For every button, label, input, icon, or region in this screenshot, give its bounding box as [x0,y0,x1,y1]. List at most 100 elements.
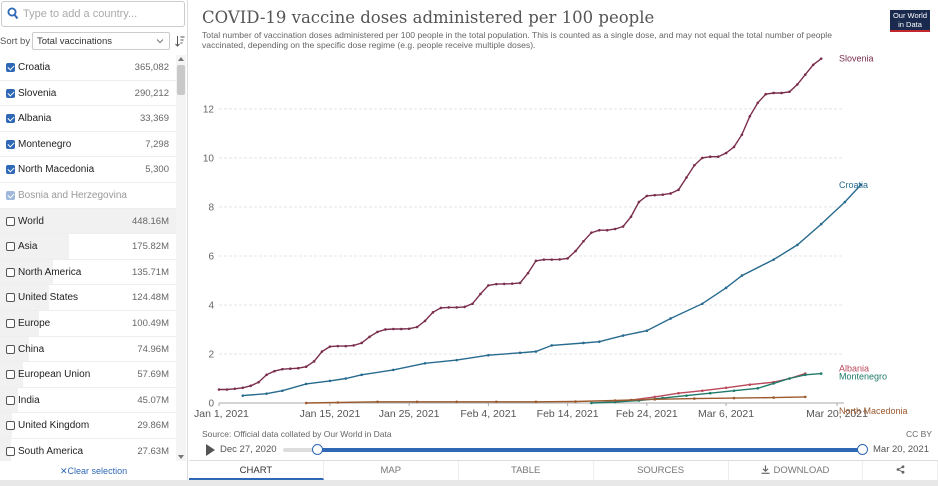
entity-row[interactable]: World 448.16M [0,208,176,235]
entity-name: South America [18,445,84,457]
entity-row[interactable]: Montenegro 7,298 [0,132,176,158]
sort-select[interactable]: Total vaccinations [32,32,170,50]
data-point [756,101,760,105]
tab-table[interactable]: TABLE [459,461,594,480]
data-point [629,215,633,219]
entity-name: European Union [18,369,91,381]
checkbox-south-america[interactable] [6,446,15,456]
data-point [344,377,348,380]
checkbox-bosnia-and-herzegovina[interactable] [6,190,15,200]
entity-row[interactable]: Europe 100.49M [0,310,176,337]
data-point [455,400,458,404]
checkbox-india[interactable] [6,395,15,405]
entity-row[interactable]: India 45.07M [0,387,176,414]
entity-value: 57.69M [137,369,169,381]
share-button[interactable] [863,461,938,480]
entity-row[interactable]: European Union 57.69M [0,362,176,388]
search-input[interactable]: Type to add a country... [1,1,185,27]
checkbox-croatia[interactable] [6,63,15,72]
entity-value: 27.63M [137,445,169,457]
series-line-montenegro [591,372,822,404]
entity-row[interactable]: South America 27.63M [0,438,176,461]
entity-row[interactable]: Croatia 365,082 [0,55,176,81]
data-point [376,400,379,404]
checkbox-european-union[interactable] [6,370,15,380]
line-chart: 0 2 4 6 8 10 12 Jan 1, 2021 Jan 15, 2021 Jan 25, … [194,54,908,420]
entity-row[interactable]: China 74.96M [0,336,176,363]
data-point [724,286,728,290]
entity-row[interactable]: North Macedonia 5,300 [0,157,176,183]
checkbox-united-states[interactable] [6,293,15,303]
data-point [273,369,276,373]
data-point [637,200,641,204]
checkbox-europe[interactable] [6,318,15,328]
data-point [677,188,680,192]
source-note[interactable]: Source: Official data collated by Our Wo… [202,429,392,439]
x-tick-label: Mar 6, 2021 [698,408,754,420]
tab-sources-label: SOURCES [637,465,685,476]
y-tick-label: 12 [203,104,215,115]
data-point [772,382,775,385]
entity-row[interactable]: United States 124.48M [0,285,176,311]
entity-value-bar [0,413,12,438]
checkbox-slovenia[interactable] [6,88,15,98]
license-link[interactable]: CC BY [906,429,932,439]
data-point [304,401,308,405]
entity-row[interactable]: Bosnia and Herzegovina [0,183,176,209]
entity-row[interactable]: Asia 175.82M [0,234,176,260]
data-point [574,400,577,403]
data-point [732,145,736,149]
data-point [526,271,530,275]
entity-row[interactable]: Albania 33,369 [0,106,176,132]
entity-name: United States [18,292,79,304]
data-point [296,366,300,370]
checkbox-north-macedonia[interactable] [6,165,15,175]
x-tick-label: Feb 24, 2021 [616,408,678,420]
tab-map[interactable]: MAP [324,461,459,480]
logo-line-1: Our World [892,11,928,20]
checkbox-united-kingdom[interactable] [6,421,15,431]
checkbox-montenegro[interactable] [6,139,15,149]
clear-selection-button[interactable]: ✕Clear selection [60,466,127,477]
timeline-end-handle[interactable] [857,444,868,455]
tab-chart[interactable]: CHART [189,461,324,480]
search-placeholder: Type to add a country... [23,8,138,20]
scroll-thumb[interactable] [177,65,185,95]
data-point [645,329,649,333]
entity-row[interactable]: Slovenia 290,212 [0,81,176,107]
entity-row[interactable]: North America 135.71M [0,259,176,286]
x-tick-label: Mar 20, 2021 [806,408,868,420]
series-line-north-macedonia [306,396,806,404]
data-point [693,397,696,400]
scroll-down-icon[interactable] [178,455,184,459]
scroll-up-icon[interactable] [178,57,184,61]
data-point [423,319,427,323]
data-point [257,380,260,384]
entity-value: 7,298 [145,138,169,150]
tab-download[interactable]: DOWNLOAD [729,461,864,480]
data-point [550,258,554,261]
data-point [566,257,569,260]
entity-name: Slovenia [18,87,57,99]
entity-row[interactable]: United Kingdom 29.86M [0,413,176,439]
checkbox-north-america[interactable] [6,267,15,277]
y-tick-label: 4 [208,300,214,311]
checkbox-world[interactable] [6,216,15,226]
checkbox-albania[interactable] [6,114,15,124]
list-scrollbar[interactable] [176,55,186,461]
data-point [510,282,514,285]
data-point [233,387,237,391]
entity-value: 124.48M [132,292,169,304]
data-point [574,249,577,253]
play-icon[interactable] [206,444,215,456]
sort-order-icon[interactable] [175,35,185,47]
checkbox-asia[interactable] [6,242,15,252]
data-point [788,377,791,380]
owid-logo[interactable]: Our World in Data [890,10,930,32]
timeline-range[interactable] [318,448,863,452]
checkbox-china[interactable] [6,344,15,354]
tab-sources[interactable]: SOURCES [594,461,729,480]
clear-selection-label: Clear selection [67,466,128,476]
entity-value: 290,212 [134,87,169,99]
timeline-start-handle[interactable] [312,444,323,455]
